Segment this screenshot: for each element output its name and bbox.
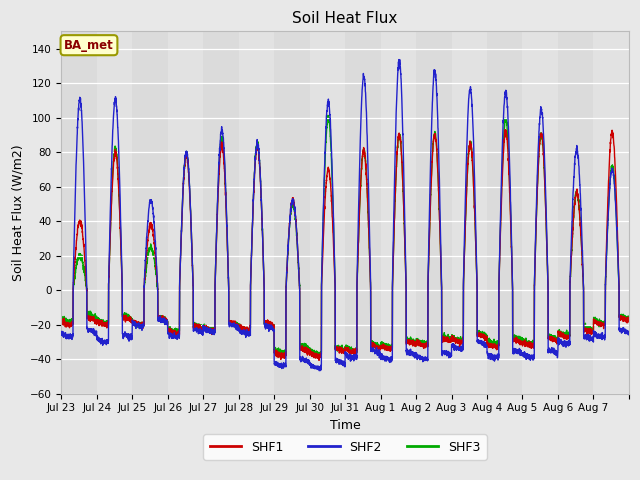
SHF1 (397, 138, 404, 144)
Line: SHF1: SHF1 (61, 130, 629, 360)
SHF3 (544, 268, 552, 274)
SHF2 (501, 89, 509, 95)
Line: SHF2: SHF2 (61, 60, 629, 371)
Bar (132, 32, 168, 394)
SHF2 (395, 57, 403, 62)
SHF3 (501, 118, 509, 123)
Bar (593, 32, 629, 394)
Bar (203, 32, 239, 394)
Bar (61, 32, 97, 394)
Bar (522, 32, 558, 394)
Bar (558, 32, 593, 394)
SHF3 (316, 354, 323, 360)
Bar (416, 32, 451, 394)
SHF1 (502, 127, 509, 132)
SHF1 (529, 345, 537, 350)
X-axis label: Time: Time (330, 419, 360, 432)
Bar (274, 32, 310, 394)
Bar (381, 32, 416, 394)
Bar (97, 32, 132, 394)
SHF2 (58, 331, 65, 336)
Legend: SHF1, SHF2, SHF3: SHF1, SHF2, SHF3 (204, 434, 487, 460)
SHF3 (397, 142, 404, 148)
Bar (310, 32, 345, 394)
SHF3 (367, 279, 374, 285)
SHF3 (175, 328, 183, 334)
Y-axis label: Soil Heat Flux (W/m2): Soil Heat Flux (W/m2) (11, 144, 24, 281)
SHF1 (367, 274, 374, 279)
Bar (451, 32, 487, 394)
SHF3 (324, 112, 332, 118)
Line: SHF3: SHF3 (61, 115, 629, 357)
SHF1 (58, 319, 65, 324)
Bar (239, 32, 274, 394)
SHF1 (501, 134, 509, 140)
Text: BA_met: BA_met (64, 39, 114, 52)
Bar (487, 32, 522, 394)
SHF3 (625, 315, 633, 321)
SHF3 (58, 314, 65, 320)
SHF2 (529, 352, 537, 358)
Bar (345, 32, 381, 394)
SHF1 (544, 269, 552, 275)
SHF2 (175, 332, 183, 338)
SHF2 (316, 368, 323, 373)
SHF2 (367, 268, 374, 274)
SHF1 (175, 329, 183, 335)
SHF3 (529, 341, 537, 347)
SHF1 (315, 358, 323, 363)
SHF2 (625, 328, 633, 334)
SHF1 (625, 318, 633, 324)
Title: Soil Heat Flux: Soil Heat Flux (292, 11, 398, 26)
SHF2 (544, 264, 552, 270)
Bar (168, 32, 203, 394)
SHF2 (397, 71, 404, 77)
